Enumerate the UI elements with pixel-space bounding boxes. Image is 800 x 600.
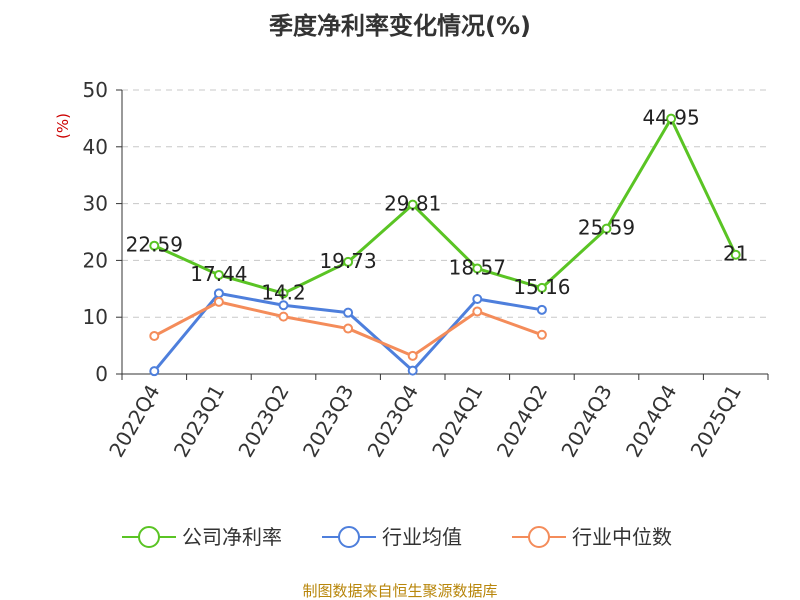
series-2 xyxy=(149,296,547,361)
gridlines xyxy=(122,89,768,318)
x-tick-label: 2022Q4 xyxy=(104,381,164,462)
series-1 xyxy=(149,288,547,377)
data-point xyxy=(278,288,289,299)
data-point xyxy=(213,269,224,280)
x-tick-label: 2023Q2 xyxy=(233,381,293,462)
data-point xyxy=(472,263,483,274)
x-tick-label: 2024Q2 xyxy=(492,381,552,462)
legend-item: 公司净利率 xyxy=(122,525,282,549)
data-point xyxy=(213,296,224,307)
legend-marker xyxy=(528,526,550,548)
data-label: 44.95 xyxy=(642,106,699,130)
data-point xyxy=(472,294,483,305)
data-point xyxy=(343,323,354,334)
data-label: 15.16 xyxy=(513,275,570,299)
data-label: 29.81 xyxy=(384,192,441,216)
x-tick-label: 2023Q1 xyxy=(169,381,229,462)
y-tick-label: 30 xyxy=(83,192,108,216)
x-tick-label: 2023Q3 xyxy=(298,381,358,462)
x-tick-label: 2023Q4 xyxy=(363,381,423,462)
data-label: 17.44 xyxy=(190,262,247,286)
y-tick-label: 40 xyxy=(83,135,108,159)
data-point xyxy=(149,240,160,251)
data-point xyxy=(407,365,418,376)
data-point xyxy=(278,311,289,322)
x-tick-label: 2025Q1 xyxy=(686,381,746,462)
x-tick-label: 2024Q4 xyxy=(621,381,681,462)
data-point xyxy=(730,249,741,260)
data-point xyxy=(149,330,160,341)
data-point xyxy=(536,304,547,315)
data-point xyxy=(343,256,354,267)
x-tick-label: 2024Q1 xyxy=(427,381,487,462)
data-point xyxy=(601,223,612,234)
data-label: 19.73 xyxy=(319,249,376,273)
legend-item: 行业中位数 xyxy=(512,525,672,549)
y-tick-label: 50 xyxy=(83,78,108,102)
legend-marker xyxy=(338,526,360,548)
data-point xyxy=(278,300,289,311)
legend-marker xyxy=(138,526,160,548)
data-label: 14.2 xyxy=(261,280,306,304)
data-point xyxy=(666,113,677,124)
legend: 公司净利率 行业均值 行业中位数 xyxy=(122,525,672,549)
data-point xyxy=(213,288,224,299)
y-tick-label: 10 xyxy=(83,305,108,329)
data-point xyxy=(407,199,418,210)
legend-label: 行业中位数 xyxy=(572,525,672,549)
data-point xyxy=(472,306,483,317)
legend-label: 公司净利率 xyxy=(182,525,282,549)
data-label: 21 xyxy=(723,242,748,266)
data-label: 18.57 xyxy=(449,256,506,280)
chart-title: 季度净利率变化情况(%) xyxy=(269,12,531,40)
data-point xyxy=(536,282,547,293)
series-layer xyxy=(149,113,741,377)
data-point xyxy=(536,329,547,340)
data-label: 25.59 xyxy=(578,216,635,240)
legend-item: 行业均值 xyxy=(322,525,462,549)
series-0 xyxy=(149,113,741,299)
data-point xyxy=(343,307,354,318)
data-label: 22.59 xyxy=(126,233,183,257)
x-tick-label: 2024Q3 xyxy=(556,381,616,462)
axes: 0 10 20 30 40 50 2022Q4 2023Q1 2023Q2 2023Q3 2023Q… xyxy=(83,78,769,462)
data-labels: 22.59 17.44 14.2 19.73 29.81 18.57 15.16 25.59 4… xyxy=(126,106,749,305)
legend-label: 行业均值 xyxy=(382,525,462,549)
series-line xyxy=(153,117,738,295)
y-tick-label: 20 xyxy=(83,248,108,272)
data-point xyxy=(407,350,418,361)
source-note: 制图数据来自恒生聚源数据库 xyxy=(302,582,497,600)
data-point xyxy=(149,366,160,377)
y-tick-label: 0 xyxy=(95,362,108,386)
y-axis-unit: (%) xyxy=(54,113,72,139)
